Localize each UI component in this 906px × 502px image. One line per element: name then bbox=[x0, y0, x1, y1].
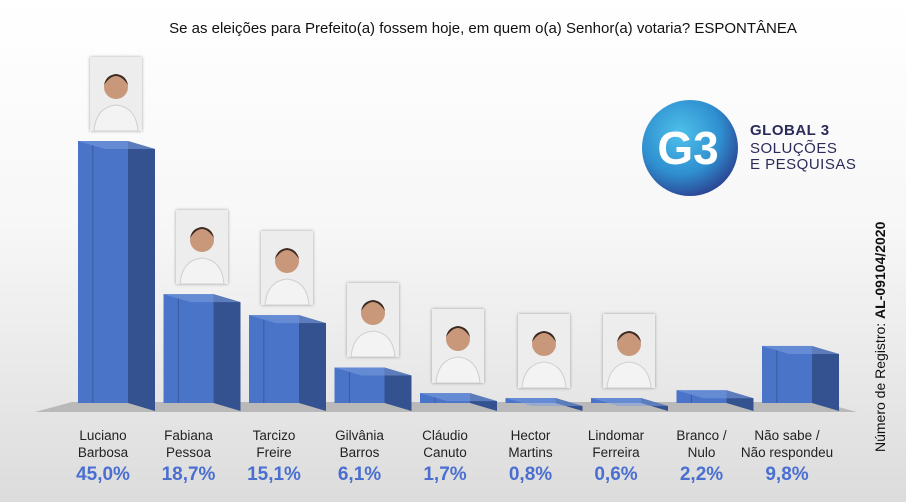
bar-top bbox=[163, 294, 241, 303]
candidate-photo bbox=[175, 210, 228, 285]
category-label: Não sabe / Não respondeu bbox=[740, 428, 834, 460]
bar-top bbox=[78, 141, 155, 149]
candidate-photo bbox=[432, 309, 484, 384]
bar-side bbox=[128, 141, 155, 411]
logo-line-1: GLOBAL 3 bbox=[750, 122, 830, 139]
category-label: Lindomar Ferreira bbox=[587, 428, 645, 460]
value-label: 9,8% bbox=[765, 464, 809, 485]
candidate-photo bbox=[517, 314, 570, 388]
logo-line-2: SOLUÇÕES bbox=[750, 140, 838, 157]
category-label: Tarcizo Freire bbox=[252, 428, 296, 460]
category-label: Branco / Nulo bbox=[676, 428, 727, 460]
company-logo: G3 GLOBAL 3 SOLUÇÕES E PESQUISAS bbox=[638, 98, 858, 198]
value-label: 1,7% bbox=[423, 464, 467, 485]
value-label: 0,6% bbox=[594, 464, 638, 485]
bar-top bbox=[591, 398, 668, 406]
value-label: 2,2% bbox=[679, 464, 724, 485]
bar-top bbox=[334, 367, 412, 376]
bar-side bbox=[812, 345, 839, 411]
candidate-photo bbox=[603, 314, 655, 388]
bar bbox=[249, 315, 299, 403]
candidate-photo bbox=[346, 283, 399, 358]
svg-text:G3: G3 bbox=[657, 122, 718, 174]
registration-code: AL-09104/2020 bbox=[872, 221, 888, 319]
category-label: Gilvânia Barros bbox=[335, 428, 384, 460]
category-label: Fabiana Pessoa bbox=[164, 428, 213, 460]
candidate-photo bbox=[261, 231, 313, 306]
bar-top bbox=[762, 345, 839, 354]
value-label: 0,8% bbox=[508, 464, 553, 485]
category-label: Hector Martins bbox=[508, 428, 553, 460]
chart-title: Se as eleições para Prefeito(a) fossem h… bbox=[169, 20, 797, 37]
bar bbox=[78, 141, 128, 403]
bar-side bbox=[384, 367, 412, 411]
value-label: 45,0% bbox=[76, 464, 130, 485]
logo-line-3: E PESQUISAS bbox=[750, 156, 857, 173]
bar-side bbox=[213, 294, 241, 411]
bar-top bbox=[249, 315, 326, 324]
category-label: Luciano Barbosa bbox=[77, 428, 129, 460]
value-label: 6,1% bbox=[337, 464, 382, 485]
value-label: 15,1% bbox=[247, 464, 301, 485]
bar bbox=[762, 345, 812, 403]
registration-number: Número de Registro: AL-09104/2020 bbox=[872, 222, 888, 452]
bar-top bbox=[420, 393, 497, 402]
bar bbox=[163, 294, 214, 403]
value-label: 18,7% bbox=[161, 464, 216, 485]
bar-side bbox=[299, 315, 326, 411]
bar-top bbox=[505, 398, 583, 406]
g3-logo-icon: G3 bbox=[642, 100, 738, 196]
bar-top bbox=[676, 390, 754, 399]
category-label: Cláudio Canuto bbox=[422, 428, 468, 460]
candidate-photo bbox=[90, 57, 142, 131]
registration-prefix: Número de Registro: bbox=[872, 322, 888, 452]
